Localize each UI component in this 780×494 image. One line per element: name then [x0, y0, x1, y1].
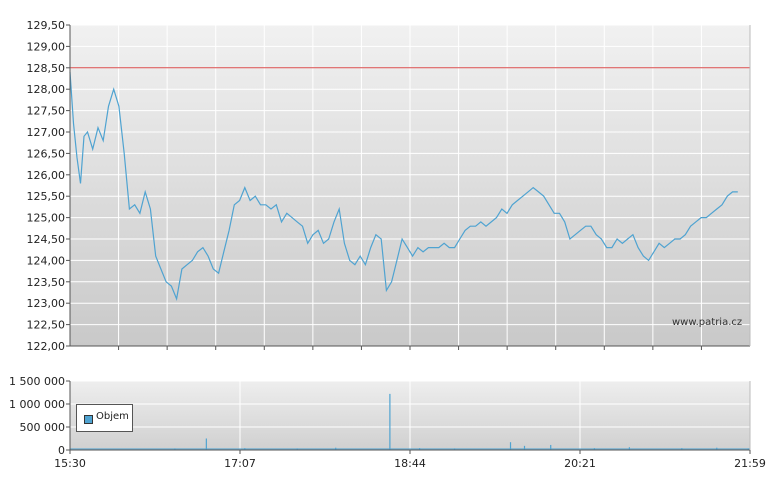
price-y-tick-label: 125,00: [27, 212, 66, 225]
price-y-tick-label: 122,00: [27, 340, 66, 353]
volume-y-tick-label: 1 500 000: [9, 375, 65, 388]
x-tick-label: 20:21: [564, 457, 596, 470]
x-tick-label: 15:30: [54, 457, 86, 470]
price-series-line: [69, 72, 738, 302]
price-y-tick-label: 124,50: [27, 233, 66, 246]
x-tick-label: 17:07: [224, 457, 256, 470]
price-y-tick-label: 126,50: [27, 147, 66, 160]
volume-legend: Objem: [76, 404, 133, 432]
volume-y-tick-label: 0: [58, 444, 65, 457]
legend-label: Objem: [96, 411, 129, 422]
volume-y-tick-label: 1 000 000: [9, 398, 65, 411]
price-y-tick-label: 123,00: [27, 297, 66, 310]
price-y-tick-label: 123,50: [27, 276, 66, 289]
watermark: www.patria.cz: [672, 317, 743, 328]
price-y-tick-label: 129,00: [27, 40, 66, 53]
price-y-tick-label: 125,50: [27, 190, 66, 203]
x-tick-label: 21:59: [734, 457, 766, 470]
price-y-tick-label: 128,50: [27, 62, 66, 75]
price-y-tick-label: 126,00: [27, 169, 66, 182]
price-y-tick-label: 127,00: [27, 126, 66, 139]
price-y-tick-label: 122,50: [27, 319, 66, 332]
price-y-tick-label: 129,50: [27, 19, 66, 32]
price-y-tick-label: 127,50: [27, 105, 66, 118]
price-y-tick-label: 124,00: [27, 254, 66, 267]
legend-swatch-icon: [84, 415, 93, 424]
price-y-tick-label: 128,00: [27, 83, 66, 96]
volume-y-tick-label: 500 000: [20, 421, 66, 434]
x-tick-label: 18:44: [394, 457, 426, 470]
